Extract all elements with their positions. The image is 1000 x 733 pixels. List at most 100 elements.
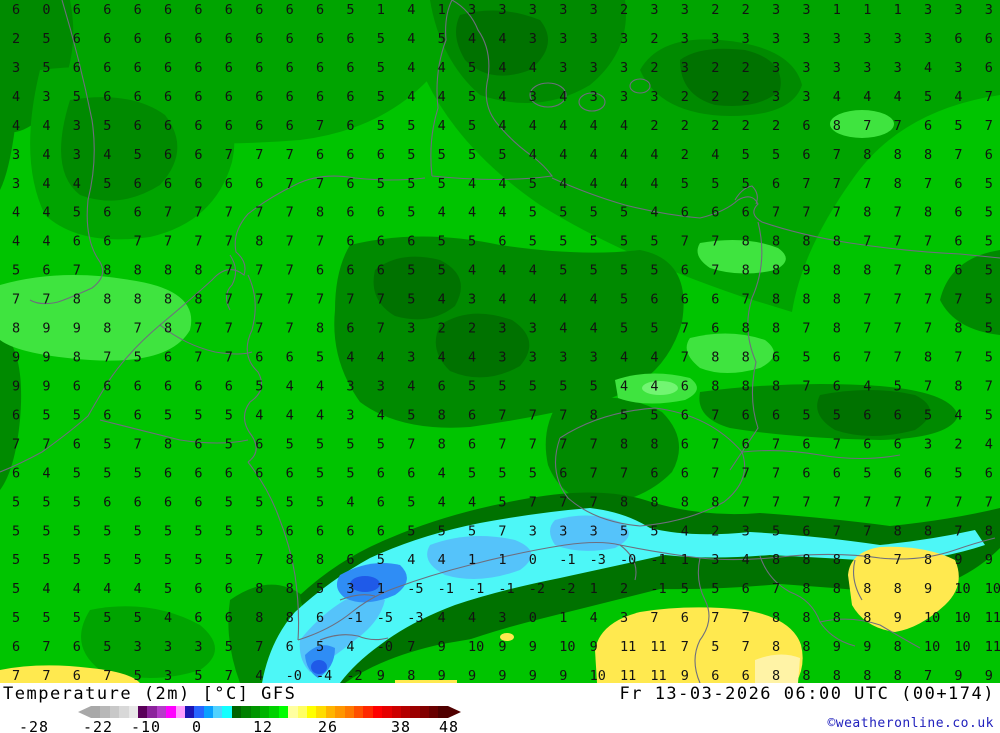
grid-value: 7 (924, 379, 932, 395)
grid-value: 5 (650, 523, 658, 539)
grid-value: -0 (286, 668, 302, 683)
grid-value: 6 (164, 379, 172, 395)
grid-value: 6 (194, 118, 202, 134)
grid-value: 7 (681, 350, 689, 366)
grid-value: 6 (164, 118, 172, 134)
grid-value: 8 (863, 581, 871, 597)
grid-value: 6 (346, 263, 354, 279)
grid-value: 5 (650, 263, 658, 279)
grid-value: 9 (377, 668, 385, 683)
grid-value: 8 (742, 234, 750, 250)
grid-value: 6 (833, 379, 841, 395)
grid-value: 5 (498, 379, 506, 395)
grid-value: 6 (681, 292, 689, 308)
copyright-link[interactable]: ©weatheronline.co.uk (827, 716, 994, 731)
grid-value: 4 (863, 379, 871, 395)
grid-value: 7 (225, 321, 233, 337)
grid-value: 6 (194, 60, 202, 76)
colorbar-segment-6 (147, 706, 157, 718)
colorbar-segment-30 (372, 706, 383, 718)
grid-value: 5 (286, 494, 294, 510)
grid-value: 4 (711, 147, 719, 163)
grid-value: 2 (620, 2, 628, 18)
grid-value: 4 (377, 407, 385, 423)
grid-value: -1 (498, 581, 514, 597)
grid-value: 8 (620, 494, 628, 510)
colorbar-segment-27 (344, 706, 354, 718)
grid-value: 3 (742, 31, 750, 47)
colorbar-segment-37 (438, 706, 448, 718)
grid-value: 4 (407, 552, 415, 568)
grid-value: 6 (377, 523, 385, 539)
grid-value: 7 (225, 668, 233, 683)
grid-value: 8 (316, 205, 324, 221)
grid-value: 3 (954, 2, 962, 18)
border-oder (729, 221, 763, 471)
grid-value: 5 (42, 60, 50, 76)
border-italy-bits (319, 594, 389, 641)
grid-value: 7 (924, 292, 932, 308)
grid-value: 5 (559, 263, 567, 279)
grid-value: 7 (255, 205, 263, 221)
region-center-darker1 (373, 256, 461, 320)
grid-value: 3 (620, 610, 628, 626)
grid-value: 5 (407, 494, 415, 510)
grid-value: 7 (407, 639, 415, 655)
grid-value: 3 (498, 350, 506, 366)
grid-value: 8 (954, 379, 962, 395)
grid-value: 10 (954, 610, 970, 626)
grid-value: 7 (894, 118, 902, 134)
grid-value: 7 (833, 436, 841, 452)
grid-value: -0 (377, 639, 393, 655)
grid-value: 6 (164, 89, 172, 105)
grid-value: 5 (255, 494, 263, 510)
grid-value: 8 (134, 292, 142, 308)
colorbar-segment-36 (429, 706, 439, 718)
grid-value: 7 (742, 639, 750, 655)
grid-value: 4 (42, 465, 50, 481)
grid-value: 8 (772, 639, 780, 655)
grid-value: 4 (286, 379, 294, 395)
grid-value: 8 (711, 379, 719, 395)
grid-value: 5 (407, 176, 415, 192)
grid-value: 5 (103, 465, 111, 481)
grid-value: 3 (73, 118, 81, 134)
grid-value: 4 (498, 176, 506, 192)
grid-value: 6 (194, 2, 202, 18)
grid-value: 7 (802, 379, 810, 395)
grid-value: 5 (650, 234, 658, 250)
grid-value: 5 (134, 350, 142, 366)
grid-value: 7 (42, 292, 50, 308)
grid-value: 6 (134, 89, 142, 105)
grid-value: 2 (742, 118, 750, 134)
grid-value: 6 (164, 60, 172, 76)
grid-value: 4 (42, 176, 50, 192)
colorbar-segment-35 (419, 706, 430, 718)
grid-value: 7 (286, 205, 294, 221)
grid-value: 6 (711, 205, 719, 221)
grid-value: 8 (134, 263, 142, 279)
grid-value: 5 (863, 465, 871, 481)
grid-value: 4 (529, 118, 537, 134)
grid-value: 7 (225, 350, 233, 366)
grid-value: 4 (42, 234, 50, 250)
grid-value: 10 (954, 639, 970, 655)
grid-value: 7 (590, 465, 598, 481)
grid-value: 3 (681, 60, 689, 76)
grid-value: 7 (225, 292, 233, 308)
grid-value: 7 (194, 321, 202, 337)
grid-value: 7 (42, 639, 50, 655)
grid-value: 6 (407, 234, 415, 250)
grid-value: 11 (985, 610, 1000, 626)
grid-value: 3 (164, 639, 172, 655)
grid-value: 7 (286, 321, 294, 337)
grid-value: 4 (316, 379, 324, 395)
grid-value: 8 (407, 668, 415, 683)
colorbar-tick--22: -22 (82, 718, 114, 733)
border-austria (619, 544, 863, 684)
colorbar-segment-33 (400, 706, 411, 718)
grid-value: 5 (954, 118, 962, 134)
grid-value: 2 (711, 523, 719, 539)
grid-value: 6 (103, 89, 111, 105)
grid-value: 7 (924, 176, 932, 192)
